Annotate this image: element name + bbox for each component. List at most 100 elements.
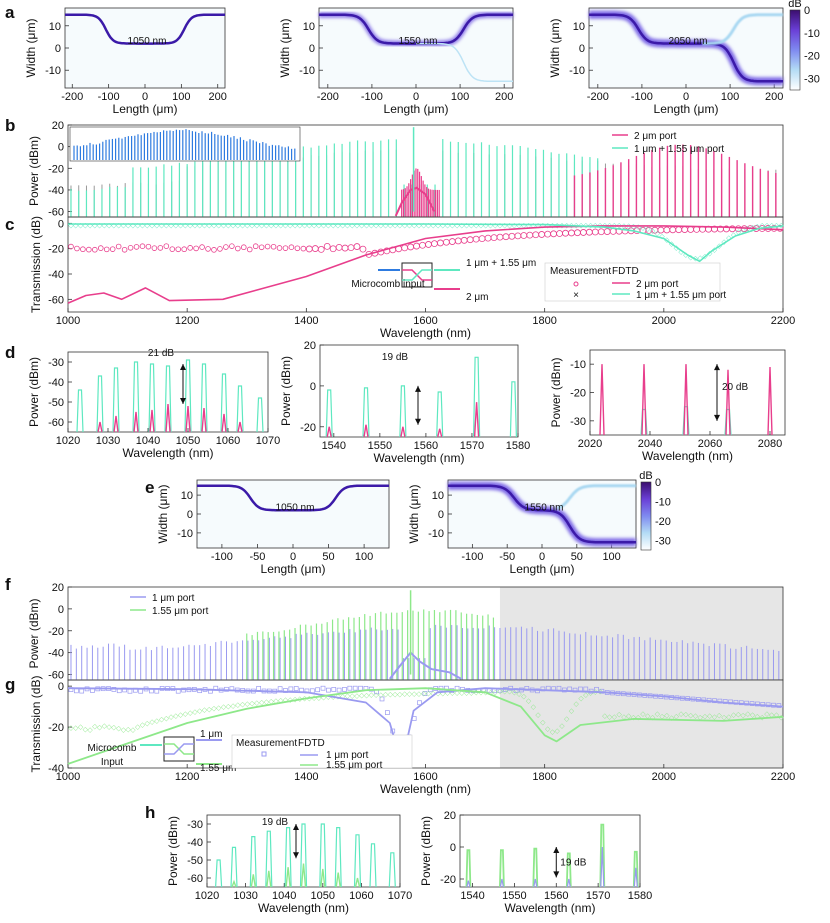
measurement-marker-lavender bbox=[74, 689, 78, 693]
heatmap-title: 1050 nm bbox=[276, 503, 315, 514]
measurement-marker-pink bbox=[479, 236, 485, 242]
measurement-marker-lavender bbox=[326, 688, 330, 692]
y-tick-label: -60 bbox=[48, 294, 64, 306]
measurement-marker-lavender bbox=[139, 689, 143, 693]
x-tick-label: 100 bbox=[451, 91, 469, 103]
measurement-marker-pink bbox=[247, 247, 252, 252]
y-tick-label: 0 bbox=[309, 43, 315, 55]
peak-pink bbox=[726, 370, 730, 435]
y-axis-label: Power (dBm) bbox=[279, 356, 293, 426]
heatmap-background bbox=[65, 8, 225, 88]
x-tick-label: -100 bbox=[361, 91, 383, 103]
measurement-marker-pink bbox=[545, 231, 551, 237]
schematic-label-bottom: 1.55 μm bbox=[200, 763, 236, 774]
measurement-marker-pink bbox=[402, 245, 408, 251]
peak-teal bbox=[335, 828, 341, 887]
measurement-marker-lavender bbox=[321, 686, 325, 690]
legend-label: 1.55 μm port bbox=[326, 760, 383, 771]
peak-teal bbox=[149, 364, 155, 432]
legend-header: FDTD bbox=[612, 266, 639, 277]
measurement-marker-pink bbox=[354, 244, 360, 250]
measurement-marker-pink bbox=[497, 234, 503, 240]
x-axis-label: Length (μm) bbox=[113, 102, 178, 116]
y-tick-label: -60 bbox=[48, 417, 64, 429]
peak-teal bbox=[250, 837, 256, 887]
annotation-label: 20 dB bbox=[722, 382, 748, 393]
x-tick-label: -200 bbox=[317, 91, 339, 103]
measurement-marker-pink bbox=[682, 227, 688, 233]
measurement-marker-pink bbox=[533, 232, 539, 238]
x-axis-label: Length (μm) bbox=[654, 102, 719, 116]
measurement-marker-pink bbox=[289, 245, 294, 250]
x-tick-label: 2080 bbox=[758, 438, 782, 450]
measurement-marker-pink bbox=[688, 226, 694, 232]
x-axis-label: Length (μm) bbox=[384, 102, 449, 116]
measurement-marker-pink bbox=[551, 231, 557, 237]
measurement-marker-pink bbox=[271, 244, 276, 249]
measurement-marker-lavender bbox=[80, 689, 84, 693]
x-tick-label: 2200 bbox=[771, 771, 795, 783]
x-tick-label: 1400 bbox=[294, 771, 318, 783]
measurement-marker-lavender bbox=[342, 687, 346, 691]
x-tick-label: 1020 bbox=[56, 435, 80, 447]
y-axis-label: Transmission (dB) bbox=[29, 676, 43, 773]
x-tick-label: 2200 bbox=[771, 315, 795, 327]
measurement-marker-pink bbox=[283, 246, 288, 251]
measurement-marker-pink bbox=[563, 230, 569, 236]
y-axis-label: Power (dBm) bbox=[166, 816, 180, 886]
colorbar-tick: -30 bbox=[804, 74, 820, 86]
y-tick-label: 0 bbox=[438, 509, 444, 521]
measurement-marker-pink bbox=[86, 247, 91, 252]
y-tick-label: -20 bbox=[48, 626, 64, 638]
legend-label: 2 μm port bbox=[634, 131, 677, 142]
measurement-marker-pink bbox=[194, 246, 199, 251]
legend-label: 1 μm + 1.55 μm port bbox=[634, 144, 724, 155]
y-axis-label: Power (dBm) bbox=[549, 357, 563, 427]
measurement-marker-green: ◇ bbox=[779, 715, 785, 722]
measurement-marker-pink bbox=[265, 244, 270, 249]
measurement-marker-pink bbox=[568, 230, 574, 236]
measurement-marker-pink bbox=[104, 247, 109, 252]
panel-label: d bbox=[5, 343, 15, 362]
y-tick-label: -40 bbox=[48, 648, 64, 660]
peak-pink bbox=[600, 364, 604, 435]
y-axis-label: Power (dBm) bbox=[419, 816, 433, 886]
x-tick-label: 200 bbox=[209, 91, 227, 103]
y-axis-label: Width (μm) bbox=[24, 19, 38, 78]
peak-pink bbox=[222, 414, 226, 432]
legend-label: 1 μm port bbox=[152, 593, 195, 604]
measurement-marker-pink bbox=[116, 244, 121, 249]
y-tick-label: 0 bbox=[55, 43, 61, 55]
measurement-marker-pink bbox=[140, 244, 145, 249]
arrow-head bbox=[714, 415, 720, 421]
y-tick-label: -60 bbox=[48, 207, 64, 219]
measurement-marker-lavender bbox=[337, 688, 341, 692]
panel-label: h bbox=[145, 803, 155, 822]
y-tick-label: -10 bbox=[177, 528, 193, 540]
peak-teal bbox=[165, 366, 171, 432]
colorbar-label: dB bbox=[639, 470, 652, 482]
peak-pink bbox=[401, 427, 405, 437]
y-tick-label: -20 bbox=[48, 244, 64, 256]
y-tick-label: -50 bbox=[48, 397, 64, 409]
measurement-marker-pink bbox=[491, 235, 497, 241]
x-tick-label: -200 bbox=[587, 91, 609, 103]
peak-teal bbox=[363, 388, 369, 437]
measurement-marker-pink bbox=[437, 240, 443, 246]
x-tick-label: -100 bbox=[631, 91, 653, 103]
measurement-marker-pink bbox=[229, 244, 234, 249]
colorbar-tick: 0 bbox=[655, 477, 661, 489]
heatmap-title: 1550 nm bbox=[525, 503, 564, 514]
x-tick-label: 1540 bbox=[460, 890, 484, 902]
measurement-marker-pink bbox=[176, 247, 181, 252]
measurement-marker-pink bbox=[235, 246, 240, 251]
colorbar-tick: -10 bbox=[655, 496, 671, 508]
peak-pink bbox=[356, 878, 360, 887]
x-tick-label: 1070 bbox=[256, 435, 280, 447]
measurement-marker-pink bbox=[253, 244, 258, 249]
schematic-label-top: 1 μm + 1.55 μm bbox=[466, 258, 536, 269]
peak-teal bbox=[216, 860, 222, 887]
peak-pink bbox=[98, 422, 102, 432]
measurement-marker-pink bbox=[164, 244, 169, 249]
annotation-label: 19 dB bbox=[262, 817, 288, 828]
